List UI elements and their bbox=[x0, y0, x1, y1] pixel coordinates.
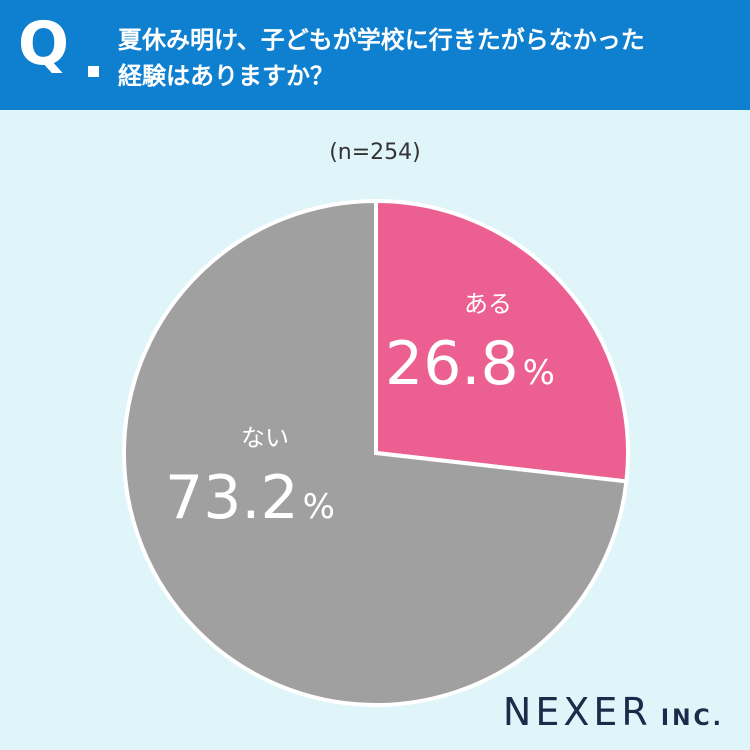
question-header: Q 夏休み明け、子どもが学校に行きたがらなかった 経験はありますか？ bbox=[0, 0, 750, 110]
question-text: 夏休み明け、子どもが学校に行きたがらなかった 経験はありますか？ bbox=[118, 26, 645, 90]
pie-slice-no bbox=[122, 198, 629, 707]
slice-name-label: ある bbox=[464, 290, 512, 318]
sample-size-label: (n=254) bbox=[329, 140, 421, 165]
q-mark: Q bbox=[18, 9, 70, 79]
slice-name-label: ない bbox=[241, 424, 289, 452]
logo-main: NEXER bbox=[502, 690, 652, 734]
logo-sub: INC. bbox=[660, 706, 724, 731]
q-dot-decoration bbox=[88, 66, 99, 77]
slice-value-label: 26.8% bbox=[385, 329, 555, 399]
pie-slice-yes bbox=[374, 198, 630, 484]
slice-value-label: 73.2% bbox=[165, 463, 335, 533]
nexer-logo: NEXER INC. bbox=[503, 690, 724, 734]
